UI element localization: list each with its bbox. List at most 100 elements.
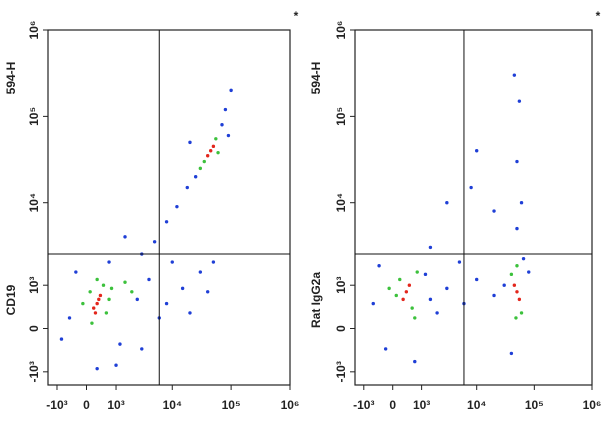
event-dot: [211, 144, 216, 149]
y-tick-label: 10⁶: [27, 21, 41, 40]
y-axis-label: 594-H: [4, 62, 18, 95]
event-dot: [175, 204, 179, 209]
event-dot: [415, 270, 419, 274]
event-dot: [216, 150, 220, 155]
event-dot: [59, 337, 64, 341]
event-dot: [97, 297, 101, 302]
event-dot: [492, 293, 496, 298]
event-dot: [90, 321, 94, 325]
event-dot: [398, 277, 402, 282]
event-dot: [517, 297, 522, 302]
event-dot: [193, 175, 198, 179]
event-dot: [208, 149, 213, 153]
event-dot: [130, 290, 134, 294]
event-dot: [93, 311, 98, 315]
event-dot: [521, 256, 526, 261]
event-dot: [123, 280, 127, 284]
x-tick-label: 10⁶: [281, 398, 300, 412]
event-dot: [457, 260, 462, 264]
y-tick-label: 10⁵: [334, 107, 348, 126]
event-dot: [519, 311, 524, 315]
x-tick-label: -10³: [46, 398, 67, 412]
event-dot: [512, 73, 517, 77]
x-tick-label: 10³: [413, 398, 430, 412]
event-dot: [81, 301, 85, 306]
event-dot: [104, 311, 109, 315]
x-tick-label: 10³: [107, 398, 124, 412]
event-dot: [377, 264, 381, 268]
event-dot: [92, 306, 96, 310]
event-dot: [147, 277, 151, 282]
event-dot: [95, 366, 99, 371]
event-dot: [220, 123, 224, 127]
event-dot: [198, 270, 203, 274]
event-dot: [211, 260, 216, 264]
event-dot: [107, 260, 111, 264]
plot-frame: [354, 29, 593, 386]
y-axis-label: 594-H: [309, 62, 323, 95]
event-dot: [164, 301, 169, 306]
event-dot: [445, 286, 449, 291]
event-dot: [88, 290, 92, 294]
event-dot: [469, 185, 473, 190]
event-dot: [423, 272, 428, 277]
event-dot: [428, 245, 433, 250]
event-dot: [515, 226, 519, 231]
event-dot: [445, 201, 449, 205]
event-dot: [170, 260, 174, 264]
event-dot: [519, 201, 524, 205]
event-dot: [95, 301, 99, 306]
event-dot: [74, 270, 78, 274]
event-dot: [413, 316, 417, 320]
event-dot: [202, 159, 206, 164]
event-dot: [509, 272, 514, 277]
event-dot: [188, 140, 192, 145]
event-dot: [515, 264, 519, 268]
x-tick-label: 10⁶: [583, 398, 602, 412]
event-dot: [383, 347, 388, 351]
y-tick-label: 10⁵: [27, 107, 41, 126]
y-tick-label: 10⁴: [27, 193, 41, 212]
event-dot: [502, 283, 506, 287]
y-tick-label: 10³: [27, 277, 41, 294]
event-dot: [413, 359, 417, 364]
event-dot: [152, 240, 157, 244]
x-axis-label: CD19: [4, 284, 18, 315]
event-dot: [164, 220, 169, 224]
x-tick-label: 10⁵: [222, 398, 241, 412]
event-dot: [474, 149, 479, 153]
event-dot: [407, 283, 412, 287]
x-tick-label: 10⁴: [163, 398, 182, 412]
event-dot: [198, 166, 203, 171]
event-dot: [205, 290, 210, 294]
event-dot: [205, 154, 210, 158]
event-dot: [223, 107, 228, 112]
x-tick-label: 0: [83, 398, 90, 412]
y-tick-label: 10⁴: [334, 193, 348, 212]
event-dot: [180, 286, 185, 291]
event-dot: [118, 342, 122, 346]
event-dot: [515, 159, 519, 164]
event-dot: [123, 235, 127, 239]
y-tick-label: 10⁶: [334, 21, 348, 40]
event-dot: [185, 185, 189, 190]
event-dot: [514, 316, 518, 320]
event-dot: [98, 293, 103, 298]
x-tick-label: 10⁵: [525, 398, 544, 412]
event-dot: [394, 293, 398, 298]
event-dot: [229, 88, 233, 93]
event-dot: [140, 347, 144, 351]
event-dot: [188, 311, 192, 315]
event-dot: [492, 209, 496, 213]
event-dot: [107, 297, 111, 302]
plot-frame: [47, 29, 291, 386]
x-tick-label: -10³: [353, 398, 374, 412]
y-tick-label: 0: [27, 325, 41, 332]
x-tick-label: 0: [389, 398, 396, 412]
event-dot: [404, 290, 409, 294]
event-dot: [401, 297, 405, 302]
event-dot: [226, 133, 231, 138]
event-dot: [474, 277, 479, 282]
event-dot: [428, 297, 433, 302]
